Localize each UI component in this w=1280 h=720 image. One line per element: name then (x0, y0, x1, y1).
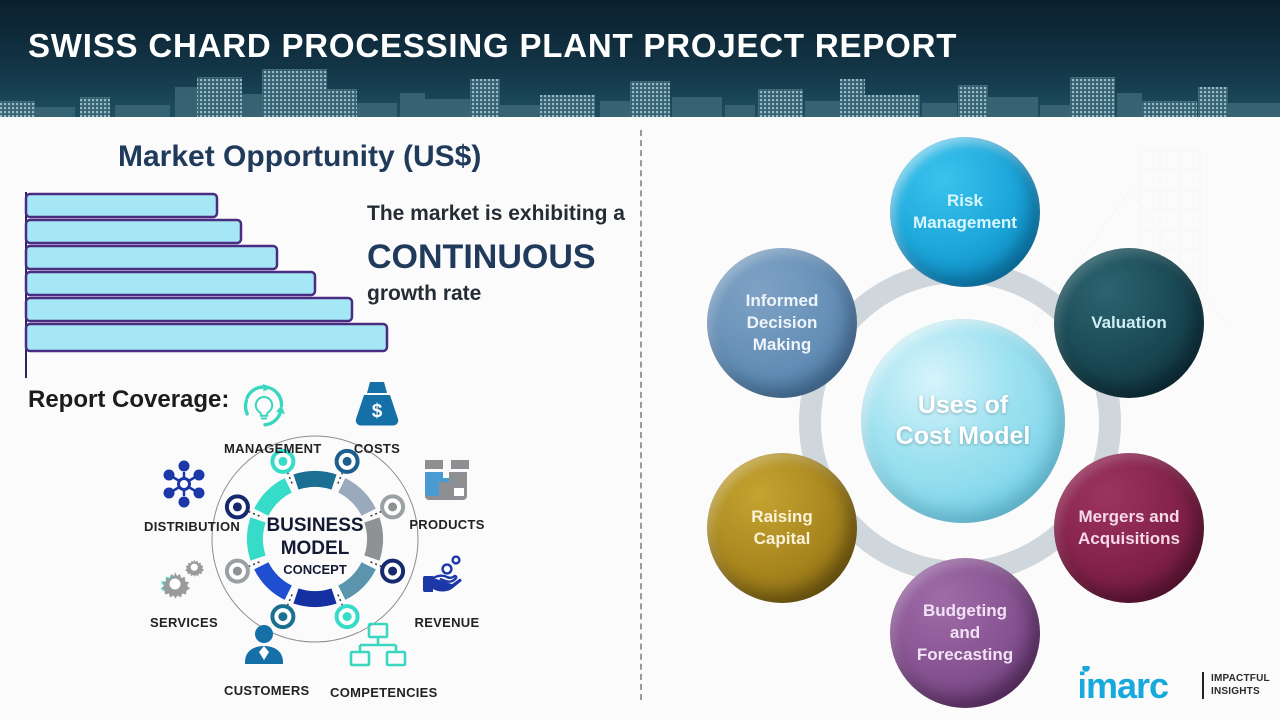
svg-text:$: $ (372, 401, 383, 422)
svg-text:BUSINESS: BUSINESS (266, 515, 363, 536)
svg-text:MODEL: MODEL (281, 538, 350, 559)
svg-text:imarc: imarc (1080, 666, 1168, 704)
svg-text:CONCEPT: CONCEPT (283, 562, 347, 577)
